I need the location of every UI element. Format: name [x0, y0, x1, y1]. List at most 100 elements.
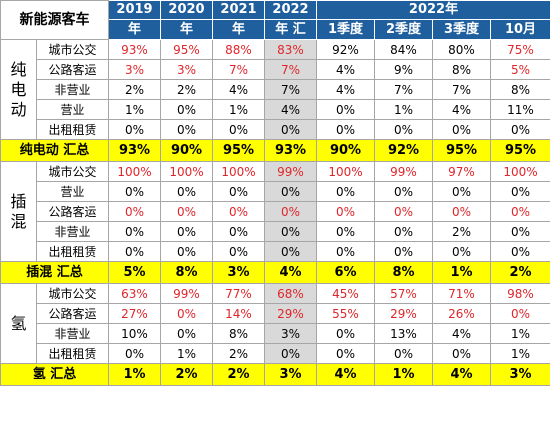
year-2022-subheader: 年 汇: [264, 19, 317, 40]
value-cell: 99%: [264, 161, 317, 182]
value-cell: 2%: [160, 79, 213, 100]
value-cell: 98%: [490, 283, 550, 304]
value-cell: 4%: [264, 99, 317, 120]
value-cell: 95%: [160, 39, 213, 60]
value-cell: 4%: [432, 99, 491, 120]
total-value-cell: 5%: [108, 261, 161, 284]
value-cell: 0%: [160, 221, 213, 242]
value-cell: 27%: [108, 303, 161, 324]
value-cell: 0%: [212, 201, 265, 222]
value-cell: 7%: [432, 79, 491, 100]
value-cell: 77%: [212, 283, 265, 304]
table-row: 营业 0% 0% 0% 0% 0% 0% 0% 0%: [1, 181, 550, 202]
value-cell: 0%: [160, 323, 213, 344]
value-cell: 1%: [212, 99, 265, 120]
total-value-cell: 2%: [212, 363, 265, 386]
table-row: 公路客运 27% 0% 14% 29% 55% 29% 26% 0%: [1, 303, 550, 324]
value-cell: 0%: [212, 241, 265, 262]
total-value-cell: 93%: [264, 139, 317, 162]
category-cell: 非营业: [36, 323, 109, 344]
value-cell: 97%: [432, 161, 491, 182]
value-cell: 0%: [316, 99, 375, 120]
value-cell: 3%: [264, 323, 317, 344]
value-cell: 8%: [212, 323, 265, 344]
category-cell: 营业: [36, 181, 109, 202]
value-cell: 100%: [316, 161, 375, 182]
table-row: 出租租赁 0% 0% 0% 0% 0% 0% 0% 0%: [1, 119, 550, 140]
value-cell: 0%: [432, 119, 491, 140]
category-cell: 营业: [36, 99, 109, 120]
category-cell: 出租租赁: [36, 343, 109, 364]
period-oct-header: 10月: [490, 19, 550, 40]
value-cell: 0%: [432, 201, 491, 222]
value-cell: 0%: [316, 119, 375, 140]
value-cell: 45%: [316, 283, 375, 304]
value-cell: 14%: [212, 303, 265, 324]
value-cell: 0%: [316, 343, 375, 364]
total-value-cell: 95%: [490, 139, 550, 162]
total-value-cell: 6%: [316, 261, 375, 284]
value-cell: 1%: [490, 323, 550, 344]
total-value-cell: 4%: [264, 261, 317, 284]
value-cell: 55%: [316, 303, 375, 324]
value-cell: 1%: [108, 99, 161, 120]
value-cell: 0%: [108, 221, 161, 242]
group-label-text: 插混: [10, 191, 27, 231]
value-cell: 0%: [160, 181, 213, 202]
value-cell: 0%: [264, 221, 317, 242]
total-label: 插混 汇总: [0, 261, 109, 284]
total-value-cell: 8%: [160, 261, 213, 284]
value-cell: 0%: [264, 241, 317, 262]
value-cell: 80%: [432, 39, 491, 60]
value-cell: 0%: [108, 241, 161, 262]
value-cell: 88%: [212, 39, 265, 60]
value-cell: 84%: [374, 39, 433, 60]
value-cell: 0%: [490, 303, 550, 324]
value-cell: 0%: [432, 181, 491, 202]
total-value-cell: 4%: [432, 363, 491, 386]
category-cell: 公路客运: [36, 59, 109, 80]
value-cell: 1%: [490, 343, 550, 364]
value-cell: 0%: [108, 343, 161, 364]
value-cell: 0%: [374, 201, 433, 222]
value-cell: 5%: [490, 59, 550, 80]
total-value-cell: 3%: [490, 363, 550, 386]
value-cell: 75%: [490, 39, 550, 60]
total-value-cell: 3%: [264, 363, 317, 386]
value-cell: 0%: [432, 241, 491, 262]
total-value-cell: 2%: [490, 261, 550, 284]
value-cell: 7%: [264, 59, 317, 80]
value-cell: 0%: [212, 119, 265, 140]
table-row: 出租租赁 0% 0% 0% 0% 0% 0% 0% 0%: [1, 241, 550, 262]
value-cell: 4%: [212, 79, 265, 100]
value-cell: 0%: [374, 241, 433, 262]
value-cell: 8%: [432, 59, 491, 80]
total-value-cell: 8%: [374, 261, 433, 284]
table-row: 公路客运 3% 3% 7% 7% 4% 9% 8% 5%: [1, 59, 550, 80]
value-cell: 0%: [264, 181, 317, 202]
value-cell: 0%: [316, 241, 375, 262]
table-row: 营业 1% 0% 1% 4% 0% 1% 4% 11%: [1, 99, 550, 120]
value-cell: 13%: [374, 323, 433, 344]
category-cell: 出租租赁: [36, 119, 109, 140]
total-row: 氢 汇总 1% 2% 2% 3% 4% 1% 4% 3%: [0, 363, 550, 386]
total-value-cell: 1%: [374, 363, 433, 386]
total-value-cell: 92%: [374, 139, 433, 162]
category-cell: 非营业: [36, 79, 109, 100]
period-q1-header: 1季度: [316, 19, 375, 40]
value-cell: 0%: [264, 343, 317, 364]
category-cell: 城市公交: [36, 161, 109, 182]
value-cell: 0%: [160, 201, 213, 222]
value-cell: 0%: [264, 201, 317, 222]
value-cell: 0%: [374, 181, 433, 202]
total-value-cell: 1%: [108, 363, 161, 386]
total-value-cell: 95%: [212, 139, 265, 162]
value-cell: 29%: [374, 303, 433, 324]
value-cell: 57%: [374, 283, 433, 304]
value-cell: 3%: [160, 59, 213, 80]
total-value-cell: 4%: [316, 363, 375, 386]
value-cell: 99%: [374, 161, 433, 182]
table-row: 插混 城市公交 100% 100% 100% 99% 100% 99% 97% 100%: [0, 161, 550, 262]
category-cell: 公路客运: [36, 201, 109, 222]
value-cell: 11%: [490, 99, 550, 120]
